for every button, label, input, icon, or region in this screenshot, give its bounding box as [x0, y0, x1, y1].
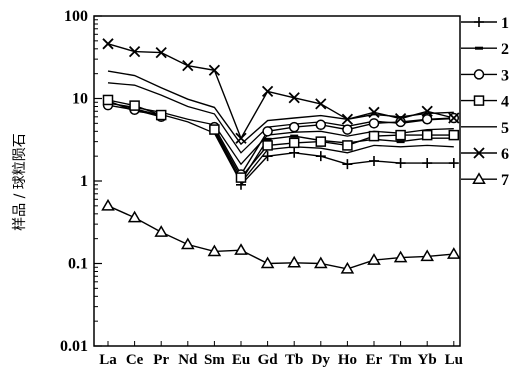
- legend-marker-6: [473, 147, 485, 159]
- x-tick-label: Tb: [285, 352, 303, 368]
- x-tick-label: La: [99, 352, 117, 368]
- data-point-4: [421, 129, 433, 141]
- data-point-4: [235, 172, 247, 183]
- data-point-7: [180, 237, 195, 250]
- x-tick-label: Eu: [232, 352, 250, 368]
- y-tick-label: 100: [64, 8, 88, 25]
- data-point-7: [313, 256, 328, 269]
- data-point-6: [261, 85, 274, 98]
- x-tick-label: Gd: [258, 352, 279, 368]
- data-point-1: [262, 151, 273, 162]
- data-point-6: [394, 113, 407, 125]
- legend-marker-1: [474, 17, 484, 27]
- data-point-3: [421, 114, 433, 125]
- data-point-7: [207, 244, 222, 257]
- axes: 0.01 0.1 1 10 100 La Ce Pr Nd Sm Eu Gd Tb Dy Ho Er Tm Yb L…: [60, 8, 463, 368]
- data-point-6: [128, 45, 141, 58]
- data-point-4: [448, 129, 460, 141]
- data-point-7: [101, 198, 115, 211]
- x-tick-label: Er: [366, 352, 383, 368]
- data-point-1: [369, 155, 379, 166]
- legend-marker-7: [472, 172, 486, 184]
- data-point-3: [288, 121, 300, 133]
- data-point-1: [289, 147, 300, 158]
- data-point-7: [340, 261, 355, 274]
- y-axis-label: 样品 / 球粒陨石: [12, 133, 28, 231]
- data-point-6: [341, 113, 354, 125]
- legend-label-1: 1: [501, 15, 509, 32]
- data-point-3: [262, 126, 273, 137]
- x-tick-label: Nd: [178, 352, 198, 368]
- plot-frame: [93, 15, 461, 347]
- data-point-6: [155, 46, 167, 59]
- data-point-1: [342, 159, 353, 170]
- data-point-7: [154, 225, 169, 237]
- data-point-4: [368, 130, 380, 142]
- data-point-3: [368, 118, 380, 129]
- data-point-7: [287, 255, 302, 268]
- x-tick-label: Dy: [312, 352, 331, 368]
- series-line-5: [107, 70, 454, 146]
- data-point-7: [234, 243, 248, 255]
- data-point-4: [315, 136, 327, 147]
- x-tick-label: Yb: [418, 352, 437, 368]
- legend-label-7: 7: [501, 172, 509, 189]
- x-tick-label: Lu: [445, 352, 463, 368]
- data-point-7: [127, 210, 142, 223]
- data-point-7: [260, 256, 275, 269]
- series-line-6: [107, 43, 454, 140]
- data-point-1: [448, 158, 459, 169]
- legend-label-4: 4: [501, 94, 509, 111]
- data-point-6: [182, 60, 194, 72]
- x-tick-label: Pr: [153, 352, 169, 368]
- legend-label-2: 2: [501, 41, 509, 58]
- data-point-6: [235, 132, 247, 144]
- data-point-7: [393, 250, 408, 263]
- data-point-3: [342, 124, 353, 135]
- data-point-7: [420, 249, 435, 262]
- y-tick-label: 1: [80, 173, 88, 190]
- x-tick-label: Sm: [204, 352, 225, 368]
- legend-marker-3: [473, 69, 485, 80]
- legend: 1 2 3 4 5 6 7: [461, 15, 509, 189]
- y-tick-label: 0.1: [68, 256, 88, 273]
- data-point-7: [367, 253, 381, 265]
- data-point-6: [448, 112, 460, 124]
- data-point-4: [395, 129, 406, 141]
- data-point-6: [102, 38, 114, 50]
- x-tick-label: Ho: [338, 352, 357, 368]
- data-point-1: [422, 158, 433, 169]
- data-point-4: [209, 124, 220, 135]
- data-point-7: [446, 247, 461, 259]
- x-tick-label: Ce: [126, 352, 144, 368]
- y-tick-label: 0.01: [60, 338, 88, 355]
- data-point-6: [368, 106, 380, 118]
- data-point-1: [315, 151, 326, 162]
- data-point-6: [421, 105, 433, 117]
- data-point-4: [288, 137, 300, 149]
- y-tick-label: 10: [72, 91, 88, 108]
- data-point-4: [262, 140, 273, 151]
- legend-label-5: 5: [501, 120, 509, 137]
- data-point-4: [155, 109, 167, 121]
- data-point-4: [102, 94, 114, 106]
- data-point-4: [129, 100, 140, 111]
- data-point-6: [208, 64, 221, 76]
- data-point-6: [315, 98, 327, 110]
- series-markers: [101, 38, 461, 274]
- data-point-4: [342, 140, 353, 151]
- legend-label-3: 3: [501, 67, 509, 84]
- data-point-1: [395, 158, 406, 169]
- x-tick-label: Tm: [389, 352, 412, 368]
- legend-label-6: 6: [501, 146, 509, 163]
- data-point-3: [315, 119, 327, 131]
- data-point-6: [288, 92, 300, 104]
- legend-marker-4: [473, 95, 485, 106]
